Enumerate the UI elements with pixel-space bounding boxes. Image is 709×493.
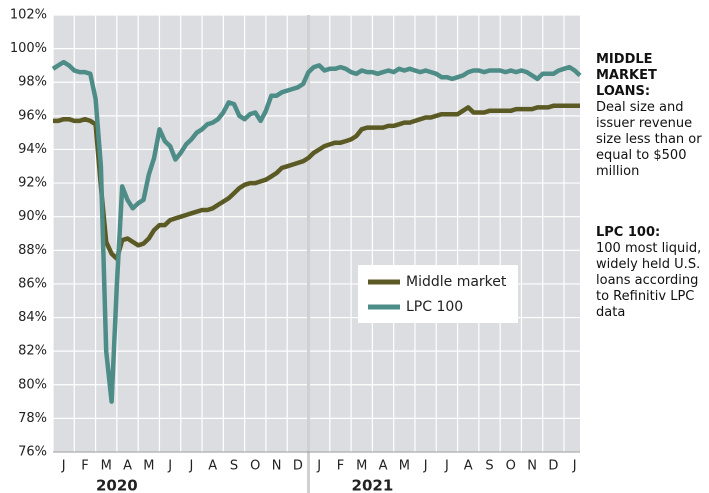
x-tick-label: J — [423, 459, 428, 474]
chart: 76% 78% 80% 82% 84% 86% 88% 90% 92% 94% 96% 98% 100%… — [10, 8, 582, 493]
x-tick-label: F — [337, 459, 344, 474]
y-tick-label: 92% — [18, 176, 47, 191]
note-heading: MIDDLE MARKET LOANS: — [596, 52, 657, 99]
x-tick-label: O — [250, 459, 260, 474]
y-tick-label: 82% — [18, 344, 47, 359]
x-tick-label: N — [527, 459, 537, 474]
x-tick-label: M — [356, 459, 367, 474]
y-tick-label: 102% — [10, 8, 47, 23]
x-tick-label: S — [230, 459, 238, 474]
x-tick-label: J — [167, 459, 172, 474]
x-tick-label: A — [464, 459, 473, 474]
plot-background — [53, 15, 580, 452]
note: MIDDLE MARKET LOANS: Deal size and issuer… — [596, 52, 708, 180]
y-tick-label: 86% — [18, 276, 47, 291]
x-tick-label: M — [143, 459, 154, 474]
note-text: 100 most liquid, widely held U.S. loans … — [596, 241, 702, 320]
year-label: 2021 — [352, 477, 394, 493]
note-heading: LPC 100: — [596, 225, 661, 240]
year-label: 2020 — [96, 477, 138, 493]
x-tick-label: J — [572, 459, 577, 474]
x-tick-label: J — [188, 459, 193, 474]
x-tick-label: J — [316, 459, 321, 474]
y-tick-label: 98% — [18, 75, 47, 90]
x-tick-label: A — [379, 459, 388, 474]
y-tick-label: 78% — [18, 411, 47, 426]
y-tick-label: 90% — [18, 209, 47, 224]
y-tick-label: 80% — [18, 377, 47, 392]
x-tick-label: N — [272, 459, 282, 474]
y-tick-label: 96% — [18, 108, 47, 123]
note: LPC 100: 100 most liquid, widely held U.S… — [596, 225, 708, 321]
x-tick-label: D — [548, 459, 558, 474]
y-tick-label: 88% — [18, 243, 47, 258]
x-tick-label: J — [444, 459, 449, 474]
series-line — [51, 59, 582, 404]
legend-label: Middle market — [406, 274, 507, 290]
y-tick-label: 100% — [10, 41, 47, 56]
series-line — [53, 103, 580, 261]
legend-label: LPC 100 — [406, 299, 463, 315]
y-tick-label: 76% — [18, 445, 47, 460]
note-text: Deal size and issuer revenue size less t… — [596, 100, 702, 179]
x-tick-label: D — [293, 459, 303, 474]
y-tick-label: 84% — [18, 310, 47, 325]
x-tick-label: M — [101, 459, 112, 474]
x-tick-label: S — [485, 459, 493, 474]
x-tick-label: O — [506, 459, 516, 474]
x-tick-label: F — [81, 459, 88, 474]
y-tick-label: 94% — [18, 142, 47, 157]
x-tick-label: A — [208, 459, 217, 474]
x-tick-label: J — [61, 459, 66, 474]
x-tick-label: M — [399, 459, 410, 474]
legend-box — [358, 265, 518, 323]
x-tick-label: A — [123, 459, 132, 474]
